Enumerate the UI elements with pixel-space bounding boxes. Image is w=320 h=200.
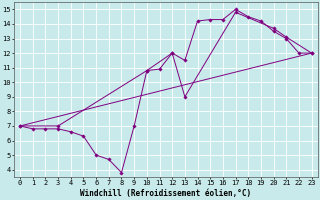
X-axis label: Windchill (Refroidissement éolien,°C): Windchill (Refroidissement éolien,°C) [80,189,252,198]
